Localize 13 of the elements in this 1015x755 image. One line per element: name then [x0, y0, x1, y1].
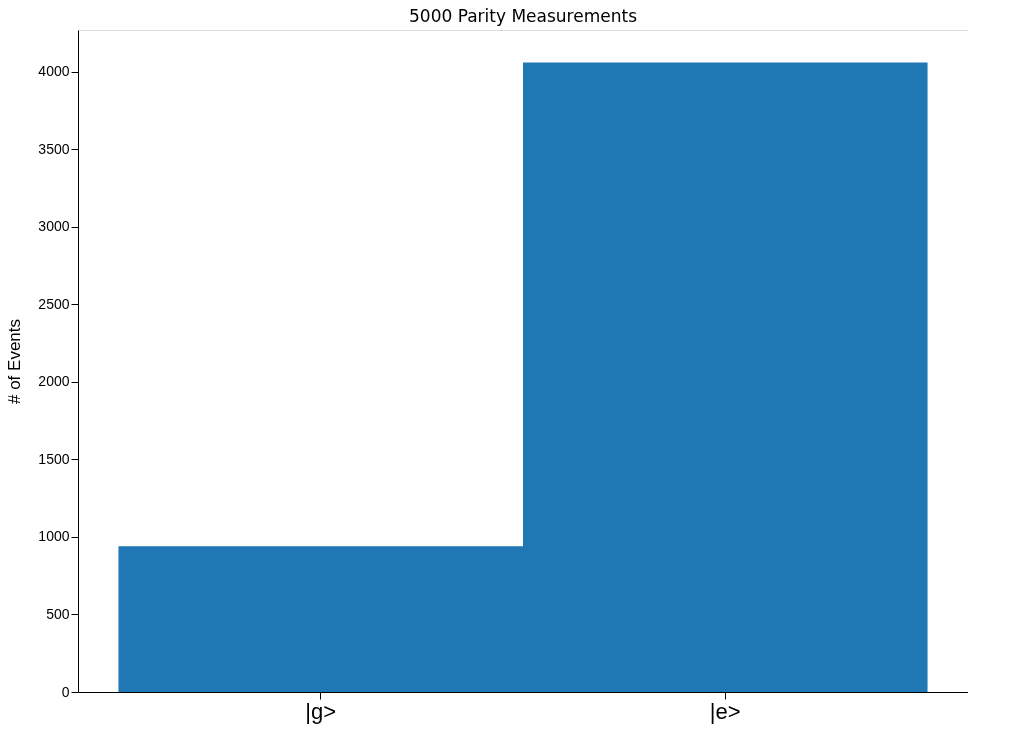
y-tick-label: 3000 [38, 218, 70, 235]
x-tick-label: |g> [305, 698, 337, 724]
x-tick-label: |e> [709, 698, 741, 724]
y-tick-label: 4000 [38, 63, 70, 80]
y-tick-label: 3500 [38, 140, 70, 157]
y-tick-label: 1500 [38, 450, 70, 467]
chart-title: 5000 Parity Measurements [409, 6, 638, 26]
y-axis-title: # of Events [5, 318, 25, 405]
y-tick-label: 500 [46, 605, 70, 622]
y-tick-label: 0 [61, 683, 70, 700]
y-tick-label: 2500 [38, 295, 70, 312]
y-tick-label: 2000 [38, 373, 70, 390]
y-tick-label: 1000 [38, 528, 70, 545]
